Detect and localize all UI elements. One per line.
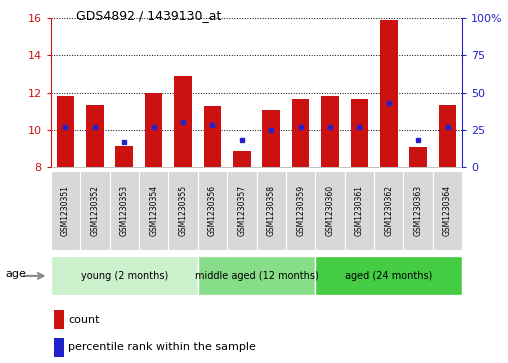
Text: GDS4892 / 1439130_at: GDS4892 / 1439130_at (76, 9, 221, 22)
Bar (51, 256, 198, 295)
Text: GSM1230351: GSM1230351 (61, 185, 70, 236)
Text: GSM1230360: GSM1230360 (326, 185, 335, 236)
Text: count: count (68, 315, 100, 325)
Bar (145, 93, 163, 167)
Text: GSM1230364: GSM1230364 (443, 185, 452, 236)
Bar (198, 171, 227, 250)
Bar (174, 76, 192, 167)
Bar (80, 171, 110, 250)
Text: GSM1230353: GSM1230353 (120, 185, 129, 236)
Bar (315, 171, 345, 250)
Bar (439, 105, 456, 167)
Bar (204, 106, 221, 167)
Text: middle aged (12 months): middle aged (12 months) (195, 271, 319, 281)
Bar (263, 110, 280, 167)
Bar (374, 171, 403, 250)
Bar (321, 96, 339, 167)
Text: GSM1230357: GSM1230357 (237, 185, 246, 236)
Text: GSM1230352: GSM1230352 (90, 185, 100, 236)
Bar (139, 171, 168, 250)
Text: GSM1230354: GSM1230354 (149, 185, 158, 236)
Bar (51, 171, 80, 250)
Bar (315, 256, 462, 295)
Bar (433, 171, 462, 250)
Bar (110, 171, 139, 250)
Bar (380, 20, 398, 167)
Bar (227, 171, 257, 250)
Text: GSM1230359: GSM1230359 (296, 185, 305, 236)
Text: GSM1230361: GSM1230361 (355, 185, 364, 236)
Text: GSM1230355: GSM1230355 (178, 185, 187, 236)
Bar (198, 256, 315, 295)
Bar (403, 171, 433, 250)
Bar (86, 105, 104, 167)
Text: GSM1230363: GSM1230363 (414, 185, 423, 236)
Text: aged (24 months): aged (24 months) (345, 271, 432, 281)
Bar (54, 338, 64, 356)
Bar (351, 99, 368, 167)
Bar (286, 171, 315, 250)
Text: age: age (5, 269, 26, 279)
Text: GSM1230358: GSM1230358 (267, 185, 276, 236)
Bar (257, 171, 286, 250)
Text: GSM1230356: GSM1230356 (208, 185, 217, 236)
Bar (292, 99, 309, 167)
Bar (168, 171, 198, 250)
Bar (409, 147, 427, 167)
Bar (345, 171, 374, 250)
Bar (54, 310, 64, 330)
Bar (233, 151, 250, 167)
Text: young (2 months): young (2 months) (81, 271, 168, 281)
Bar (115, 146, 133, 167)
Text: percentile rank within the sample: percentile rank within the sample (68, 342, 256, 352)
Bar (57, 96, 74, 167)
Text: GSM1230362: GSM1230362 (384, 185, 393, 236)
